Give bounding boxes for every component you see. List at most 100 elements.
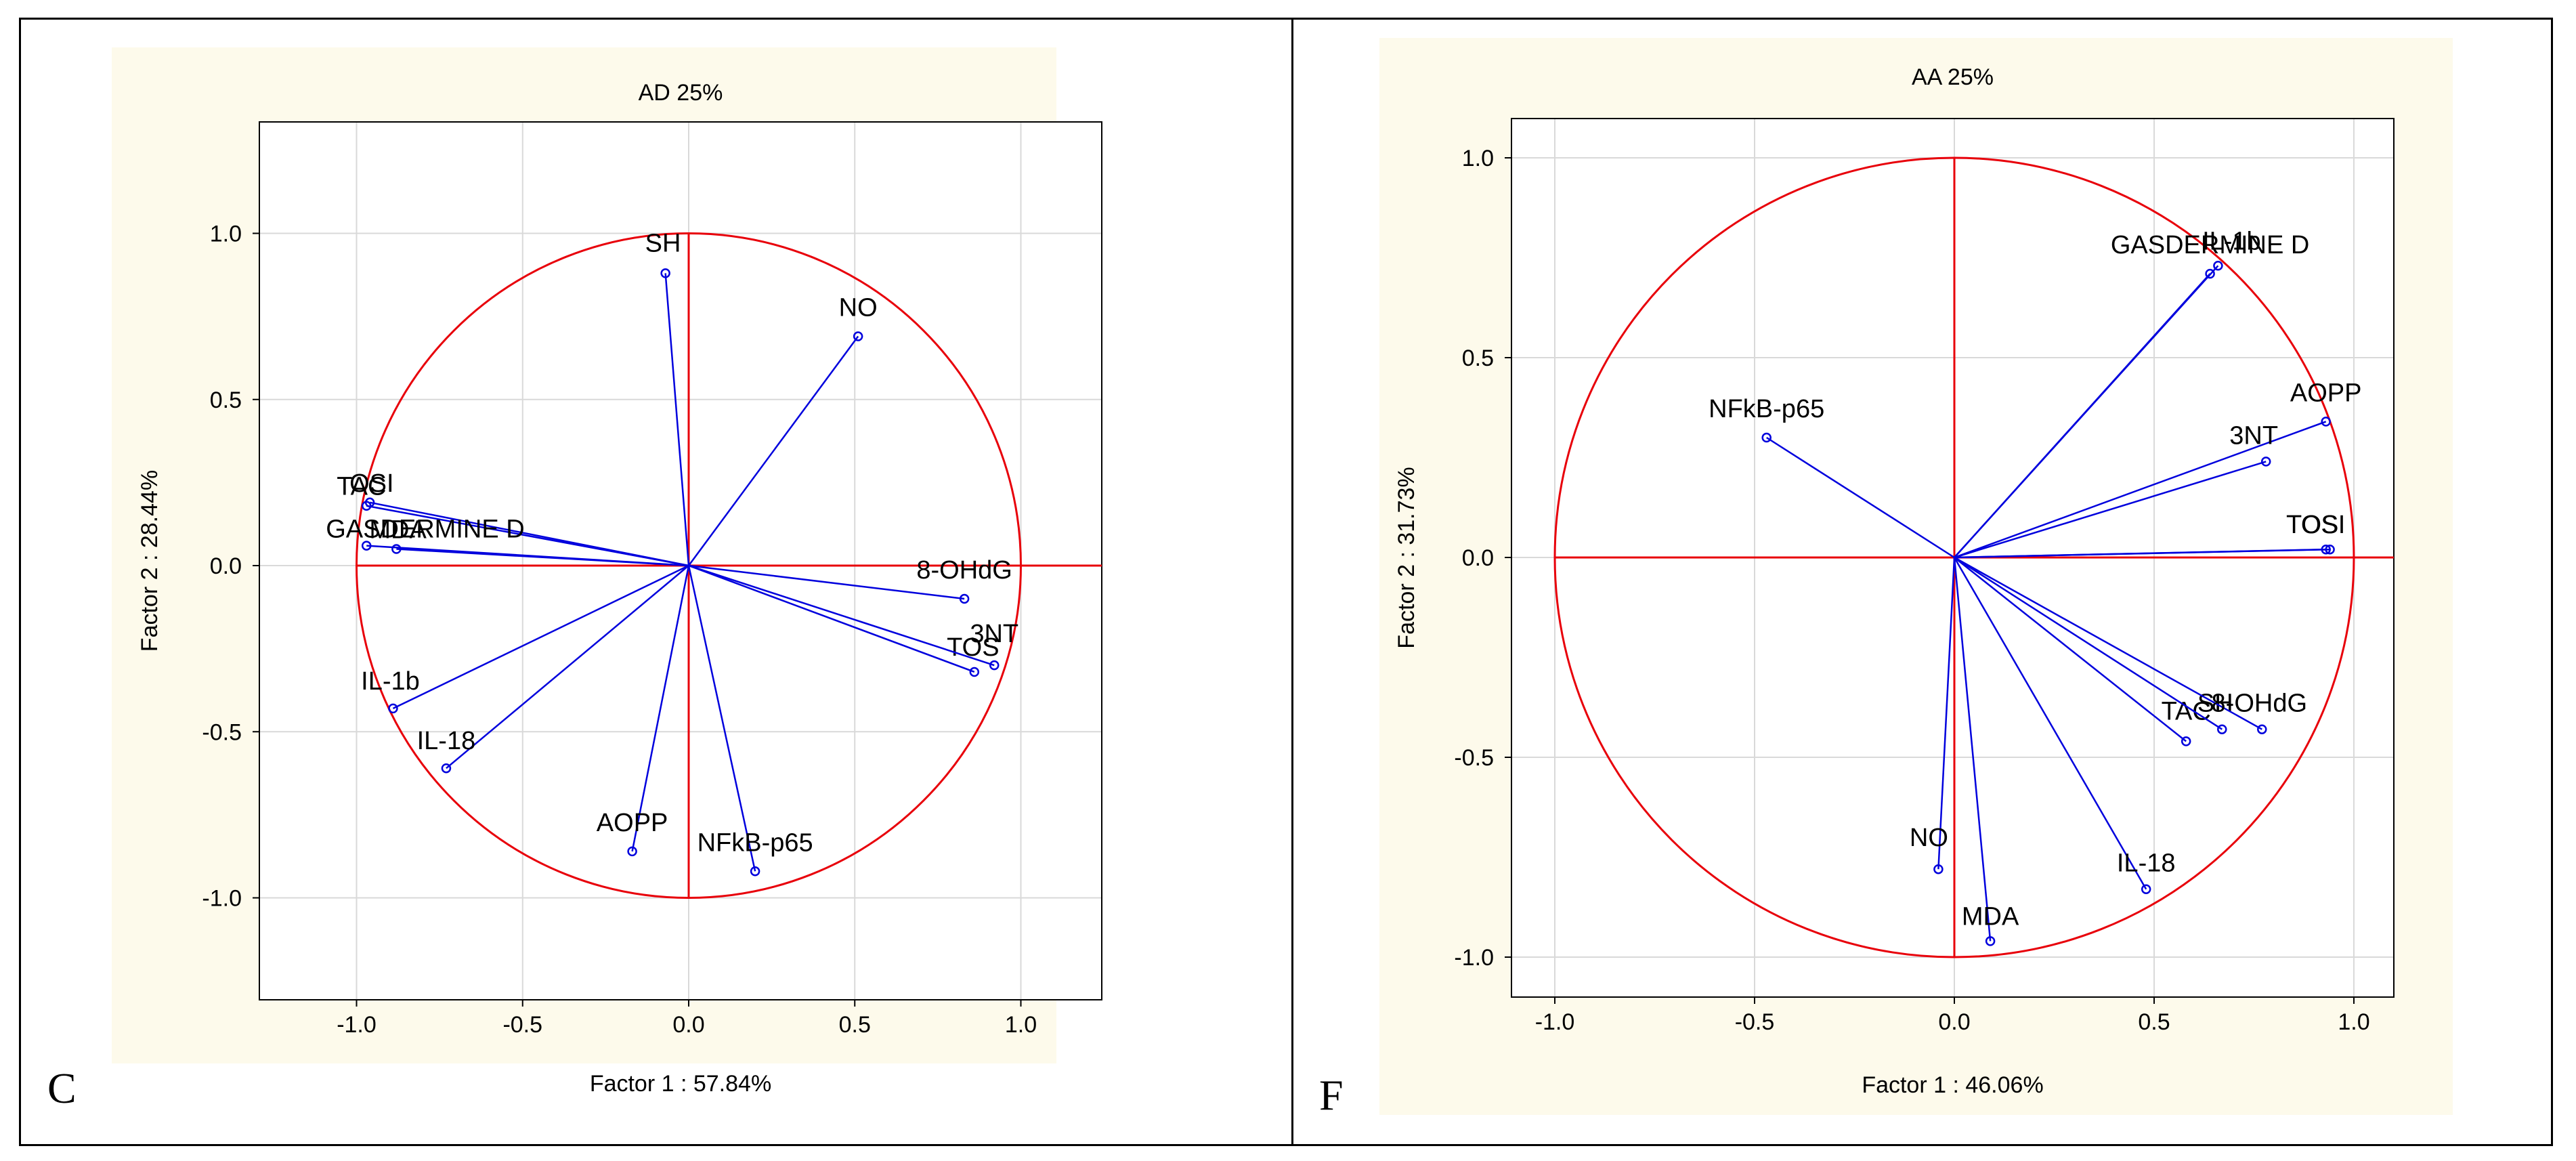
point-label: 8-OHdG [916,556,1012,585]
y-axis-label: Factor 2 : 31.73% [1394,467,1419,648]
y-tick-label: -0.5 [202,719,242,745]
y-tick-label: -1.0 [202,886,242,912]
point-label: 3NT [970,620,1018,648]
plot-border [259,121,1102,1000]
loading-vector [1954,556,2262,730]
loading-point [1761,432,1772,443]
point-label: TAC [337,473,386,501]
point-label: TOS [947,633,999,662]
loading-vector [1953,557,1992,942]
point-label: TOS [2286,511,2338,539]
y-tick-label: 0.0 [210,553,242,579]
loading-vector [1954,273,2211,558]
loading-vector [688,564,975,673]
x-tick-label: 0.5 [2138,1009,2170,1035]
panel-divider [1291,18,1293,1146]
loading-vector [446,565,689,769]
x-tick-label: -0.5 [1735,1009,1775,1035]
panel-letter: C [47,1064,77,1112]
y-tick-label: -1.0 [1454,945,1494,971]
point-label: MDA [369,515,427,544]
point-label: GASDERMINE D [326,515,524,544]
point-label: IL-1b [2202,227,2261,255]
loading-point [1985,936,1996,946]
loading-vector [1937,557,1956,870]
loading-point [2325,544,2335,555]
point-label: IL-18 [417,727,476,755]
loading-vector [1954,548,2330,559]
loading-point [1933,864,1944,874]
loading-point [989,660,1000,671]
y-tick-label: 0.5 [210,387,242,413]
y-tick-label: -0.5 [1454,745,1494,771]
loading-vector [687,335,859,566]
x-tick-label: 0.5 [839,1012,871,1038]
loading-vector [688,564,995,667]
point-label: 8-OHdG [2212,690,2307,718]
point-label: OSI [349,469,393,498]
loading-vector [1954,557,2187,742]
loading-point [660,268,670,278]
point-label: NO [839,294,878,322]
x-tick-label: 1.0 [2338,1009,2369,1035]
loading-point [627,846,637,857]
point-label: SH [645,229,681,257]
loading-point [969,667,980,677]
loading-vector [1954,556,2223,730]
panel-letter: F [1319,1071,1344,1119]
figure-frame [19,18,2553,1146]
loading-point [441,763,452,774]
x-tick-label: -1.0 [1535,1009,1575,1035]
x-axis-label: Factor 1 : 57.84% [590,1071,771,1097]
plot-area [259,122,1102,1000]
loading-point [2257,724,2267,734]
loading-vector [688,564,965,600]
loading-vector [1954,461,2267,559]
loading-point [2141,884,2151,894]
loading-point [959,593,970,604]
point-label: IL-18 [2117,849,2176,878]
loading-vector [396,548,689,567]
point-label: GASDERMINE D [2111,231,2309,259]
x-axis-label: Factor 1 : 46.06% [1862,1072,2043,1098]
loading-point [364,497,375,508]
y-tick-label: 1.0 [1462,146,1494,171]
point-label: AOPP [2290,379,2362,407]
point-label: NFkB-p65 [697,828,813,857]
loading-point [361,541,372,551]
loading-point [2321,417,2331,427]
point-label: AOPP [597,809,668,837]
y-axis-label: Factor 2 : 28.44% [137,470,163,652]
loading-point [2217,724,2227,734]
chart-c: -1.0 -0.5 0.0 0.5 1.0 1.0 0.5 0.0 -0.5 -1.0 SH NO TA… [47,47,1102,1112]
chart-title: AA 25% [1912,64,1994,90]
x-tick-label: 1.0 [1005,1012,1037,1038]
point-label: OSI [2301,511,2345,539]
point-label: NFkB-p65 [1709,395,1824,423]
loading-vector [392,564,689,710]
loading-point [2213,261,2223,271]
y-tick-label: 1.0 [210,221,242,247]
x-tick-label: -1.0 [337,1012,377,1038]
y-tick-label: 0.5 [1462,345,1494,371]
chart-title: AD 25% [639,80,723,106]
loading-point [391,544,402,554]
loading-vector [631,565,690,852]
loading-point [750,866,760,877]
loading-vector [687,565,756,872]
loading-point [2260,457,2271,467]
point-label: MDA [1962,902,2019,931]
x-tick-label: 0.0 [1938,1009,1970,1035]
loading-point [853,331,863,341]
y-tick-label: 0.0 [1462,545,1494,571]
point-label: 3NT [2229,421,2278,450]
loading-point [388,703,398,714]
loading-vector [1954,421,2327,559]
loading-vector [1953,557,2147,890]
x-tick-label: -0.5 [502,1012,542,1038]
chart-f: -1.0 -0.5 0.0 0.5 1.0 1.0 0.5 0.0 -0.5 -1.0 IL-1bG… [1319,38,2453,1119]
point-label: TAC [2162,697,2211,725]
loading-vector [1766,436,1955,559]
loading-vector [664,273,690,566]
